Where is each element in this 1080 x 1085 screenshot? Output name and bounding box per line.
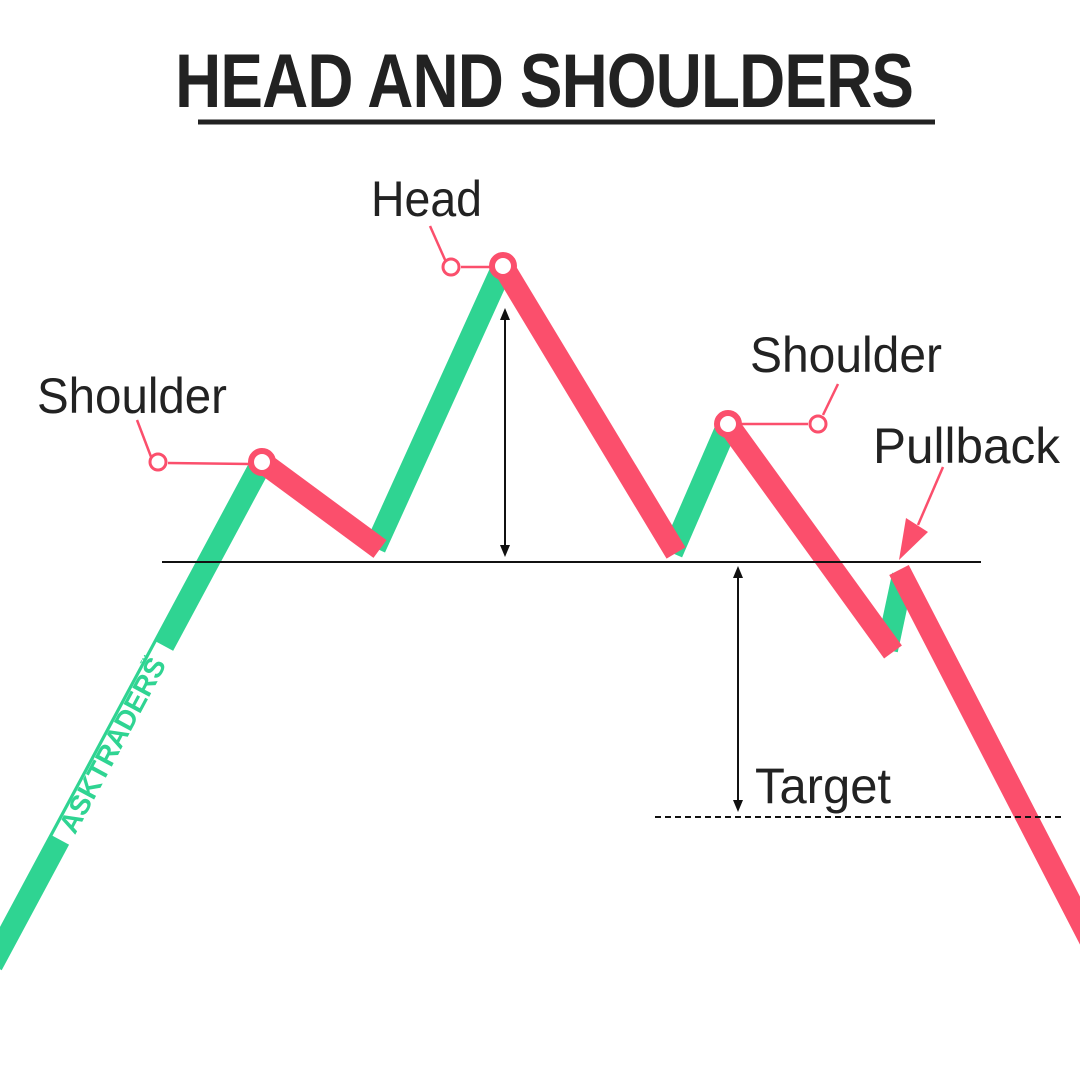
callout-dots	[148, 257, 828, 472]
page-title: HEAD AND SHOULDERS	[175, 39, 914, 124]
right-shoulder-peak	[714, 410, 742, 438]
peak-markers	[248, 252, 742, 476]
down-legs	[255, 260, 1080, 945]
left-shoulder-dot	[148, 452, 168, 472]
watermark-trademark: ™	[137, 652, 155, 669]
down-leg-4	[889, 564, 1080, 945]
down-leg-1	[255, 453, 387, 558]
callouts	[135, 225, 945, 526]
head-connector	[428, 225, 448, 263]
watermark: ASKTRADERS ™	[53, 652, 172, 838]
right-shoulder-connector	[821, 383, 840, 416]
head-dot	[441, 257, 461, 277]
left-shoulder-label: Shoulder	[37, 368, 227, 424]
down-leg-3	[719, 417, 902, 659]
down-leg-2	[493, 260, 686, 559]
pullback-arrowhead	[899, 518, 928, 560]
watermark-gap	[52, 641, 180, 849]
left-shoulder-leader	[167, 461, 251, 466]
head-peak	[489, 252, 517, 280]
target-distance-arrow	[733, 566, 743, 812]
head-height-arrow	[500, 308, 510, 557]
target-label: Target	[755, 758, 891, 814]
left-shoulder-peak	[248, 448, 276, 476]
watermark-text: ASKTRADERS	[53, 652, 172, 838]
pullback-label: Pullback	[873, 418, 1061, 474]
up-leg-3	[661, 419, 739, 558]
up-leg-2	[364, 261, 514, 553]
right-shoulder-label: Shoulder	[750, 327, 942, 383]
pullback-connector	[916, 466, 945, 526]
left-shoulder-connector	[135, 419, 155, 463]
right-shoulder-dot	[808, 414, 828, 434]
head-label: Head	[371, 171, 482, 227]
